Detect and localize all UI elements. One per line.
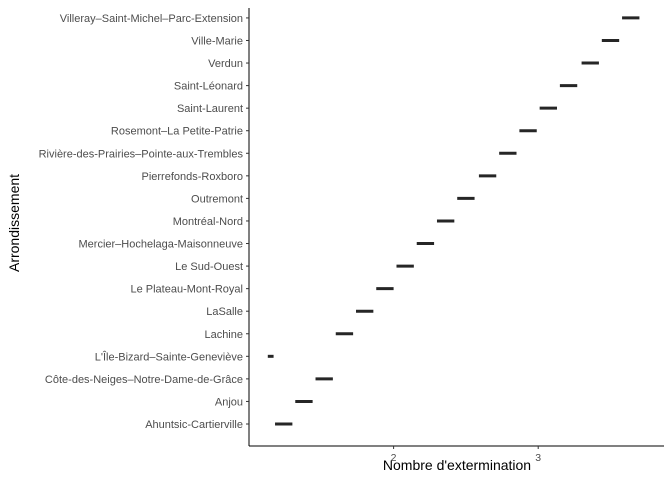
y-tick-label: Mercier–Hochelaga-Maisonneuve [79,239,243,251]
y-tick-label: Pierrefonds-Roxboro [142,171,244,183]
y-tick-label: L'Île-Bizard–Sainte-Geneviève [95,350,243,363]
y-tick-label: Côte-des-Neiges–Notre-Dame-de-Grâce [45,374,243,386]
y-tick-label: Outremont [191,193,243,205]
y-tick-label: Saint-Laurent [177,103,243,115]
y-tick-label: Villeray–Saint-Michel–Parc-Extension [60,13,243,25]
x-tick-label: 3 [535,452,541,464]
y-tick-label: LaSalle [206,306,243,318]
y-tick-label: Le Plateau-Mont-Royal [130,284,243,296]
x-axis-title: Nombre d'extermination [383,457,531,473]
y-tick-label: Ville-Marie [191,35,243,47]
x-tick-label: 2 [391,452,397,464]
y-tick-label: Saint-Léonard [174,81,243,93]
y-axis: Ahuntsic-Cartierville Anjou Côte-des-Neige… [39,8,250,446]
y-tick-label: Lachine [204,329,243,341]
y-tick-label: Rivière-des-Prairies–Pointe-aux-Trembles [39,148,244,160]
y-tick-label: Montréal-Nord [173,216,243,228]
y-tick-label: Ahuntsic-Cartierville [145,419,243,431]
y-axis-title: Arrondissement [6,174,22,272]
bars-layer [267,16,640,426]
y-tick-label: Rosemont–La Petite-Patrie [111,126,243,138]
y-tick-label: Anjou [215,396,243,408]
y-tick-label: Le Sud-Ouest [175,261,243,273]
y-tick-label: Verdun [208,58,243,70]
